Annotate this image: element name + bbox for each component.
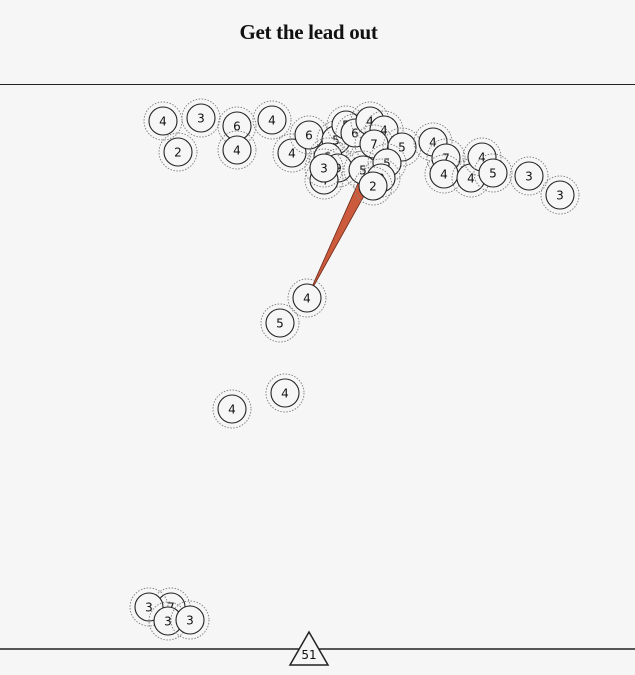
data-point: 4 — [272, 133, 312, 173]
point-circle — [309, 153, 339, 183]
point-label: 5 — [276, 317, 284, 331]
point-label: 3 — [525, 170, 533, 184]
point-circle — [163, 137, 193, 167]
data-point: 2 — [353, 166, 393, 206]
point-circle — [270, 378, 300, 408]
top-divider — [0, 84, 635, 85]
data-point: 3 — [304, 148, 344, 188]
pointer-wedge — [306, 176, 372, 299]
point-label: 4 — [281, 387, 289, 401]
point-halo — [252, 100, 292, 140]
point-circle — [217, 394, 247, 424]
point-circle — [514, 161, 544, 191]
data-point: 2 — [158, 132, 198, 172]
triangle-marker-icon — [288, 630, 330, 666]
point-halo — [304, 148, 344, 188]
point-label: 5 — [383, 157, 391, 171]
point-label: 5 — [398, 141, 406, 155]
point-circle — [478, 158, 508, 188]
point-label: 3 — [320, 162, 328, 176]
chart-title: Get the lead out — [239, 20, 378, 44]
point-circle — [257, 105, 287, 135]
point-halo — [353, 166, 393, 206]
point-label: 4 — [288, 147, 296, 161]
point-halo — [364, 110, 404, 150]
data-point: 5 — [260, 303, 300, 343]
point-label: 4 — [303, 292, 311, 306]
point-label: 3 — [197, 112, 205, 126]
point-label: 2 — [174, 146, 182, 160]
point-label: 3 — [556, 189, 564, 203]
point-halo — [181, 98, 221, 138]
point-halo — [540, 175, 580, 215]
data-point: 4 — [252, 100, 292, 140]
point-label: 4 — [467, 172, 475, 186]
point-label: 6 — [351, 127, 359, 141]
data-point: 3 — [509, 156, 549, 196]
point-label: 4 — [440, 168, 448, 182]
point-halo — [367, 143, 407, 183]
point-circle — [292, 283, 322, 313]
pointer-layer — [306, 176, 372, 299]
point-halo — [304, 160, 344, 200]
point-circle — [545, 180, 575, 210]
point-halo — [217, 130, 257, 170]
point-label: 6 — [233, 120, 241, 134]
point-halo — [260, 303, 300, 343]
point-label: 4 — [268, 114, 276, 128]
point-circle — [148, 106, 178, 136]
point-halo — [509, 156, 549, 196]
point-label: 2 — [369, 180, 377, 194]
point-label: 3 — [186, 614, 194, 628]
point-halo — [143, 101, 183, 141]
point-halo — [361, 158, 401, 198]
point-halo — [473, 153, 513, 193]
point-label: 5 — [489, 167, 497, 181]
point-halo — [265, 373, 305, 413]
point-halo — [217, 106, 257, 146]
point-label: 4 — [233, 144, 241, 158]
data-point: 4 — [212, 389, 252, 429]
point-halo — [272, 133, 312, 173]
point-label: 5 — [332, 134, 340, 148]
data-point: 3 — [170, 600, 210, 640]
points-layer: 432644465564475594355324744453345447333 — [129, 98, 580, 641]
point-label: 7 — [442, 152, 450, 166]
marker-label: 51 — [301, 648, 316, 662]
point-halo — [212, 389, 252, 429]
point-label: 4 — [228, 403, 236, 417]
point-halo — [426, 138, 466, 178]
data-point: 3 — [540, 175, 580, 215]
point-halo — [413, 122, 453, 162]
point-circle — [175, 605, 205, 635]
point-label: 4 — [380, 124, 388, 138]
data-point: 4 — [287, 278, 327, 318]
count-marker: 51 — [288, 630, 330, 666]
point-label: 4 — [478, 151, 486, 165]
point-label: 4 — [429, 136, 437, 150]
data-point: 4 — [143, 101, 183, 141]
data-point: 5 — [473, 153, 513, 193]
point-label: 6 — [305, 129, 313, 143]
point-circle — [222, 135, 252, 165]
point-label: 3 — [164, 615, 172, 629]
point-label: 7 — [370, 138, 378, 152]
data-point: 4 — [265, 373, 305, 413]
point-circle — [358, 171, 388, 201]
data-point: 4 — [217, 130, 257, 170]
point-label: 3 — [145, 601, 153, 615]
point-circle — [265, 308, 295, 338]
point-halo — [170, 600, 210, 640]
point-halo — [287, 278, 327, 318]
point-halo — [158, 132, 198, 172]
data-point: 3 — [181, 98, 221, 138]
point-circle — [186, 103, 216, 133]
point-halo — [462, 137, 502, 177]
point-circle — [277, 138, 307, 168]
point-label: 4 — [366, 115, 374, 129]
point-label: 4 — [159, 115, 167, 129]
